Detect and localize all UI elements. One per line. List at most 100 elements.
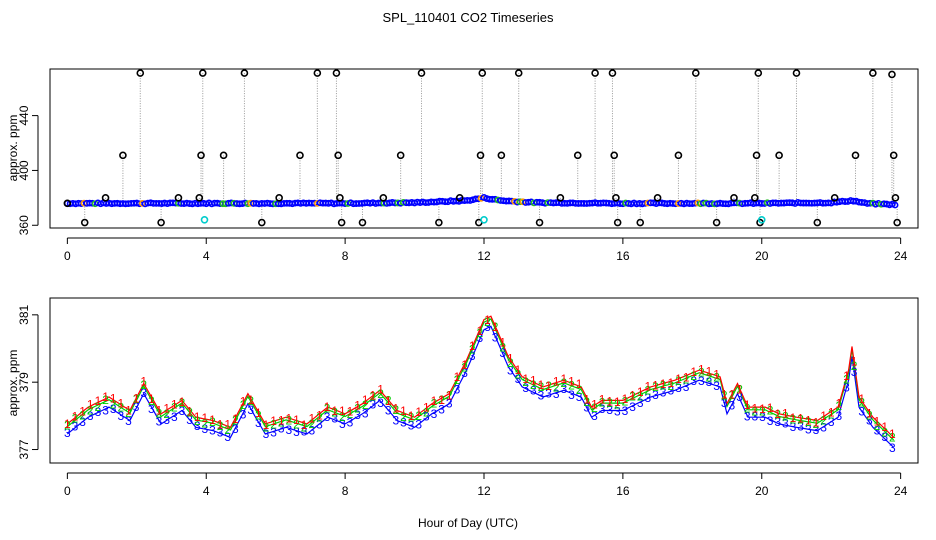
series-2-point: 2 — [301, 421, 308, 435]
series-1-point: 1 — [339, 404, 346, 418]
series-2-point: 2 — [889, 430, 896, 444]
series-1-point: 1 — [377, 383, 384, 397]
series-2-point: 2 — [370, 389, 377, 403]
series-1-point: 1 — [469, 339, 476, 353]
series-2-point: 2 — [454, 373, 461, 387]
series-3-point: 3 — [599, 402, 606, 416]
series-3-point: 3 — [751, 409, 758, 423]
raw-sample-point — [556, 194, 565, 202]
series-3-point: 3 — [446, 397, 453, 411]
series-3-point: 3 — [163, 413, 170, 427]
series-3-line — [67, 325, 895, 448]
series-2-point: 2 — [339, 410, 346, 424]
series-2-point: 2 — [545, 379, 552, 393]
series-1-point: 1 — [774, 407, 781, 421]
series-1-point: 1 — [148, 392, 155, 406]
series-2-point: 2 — [278, 415, 285, 429]
series-2-point: 2 — [828, 408, 835, 422]
raw-sample-point — [197, 151, 205, 160]
series-3-point: 3 — [324, 410, 331, 424]
series-1-point: 1 — [683, 371, 690, 385]
series-1-point: 1 — [675, 372, 682, 386]
series-1-point: 1 — [209, 413, 216, 427]
top-x-tick-label: 8 — [342, 249, 349, 263]
raw-sample-point — [889, 151, 898, 160]
series-1-point: 1 — [576, 377, 583, 391]
series-2-point: 2 — [316, 410, 323, 424]
series-2-point: 2 — [117, 400, 124, 414]
series-2-point: 2 — [461, 360, 468, 374]
series-3-point: 3 — [347, 416, 354, 430]
series-1-point: 1 — [64, 417, 71, 431]
series-3-point: 3 — [805, 423, 812, 437]
series-1-point: 1 — [706, 365, 713, 379]
series-1-point: 1 — [866, 407, 873, 421]
series-3-point: 3 — [843, 381, 850, 395]
raw-sample-point — [80, 218, 89, 227]
series-3-point: 3 — [79, 415, 86, 429]
series-2-point: 2 — [866, 408, 873, 422]
series-2-point: 2 — [232, 413, 239, 427]
series-1-point: 1 — [881, 420, 888, 434]
series-2-point: 2 — [438, 393, 445, 407]
series-1-point: 1 — [125, 404, 132, 418]
raw-sample-point — [636, 218, 645, 227]
series-1-point: 1 — [499, 336, 506, 350]
series-2-point: 2 — [423, 406, 430, 420]
series-2-point: 2 — [744, 402, 751, 416]
series-3-point: 3 — [660, 385, 667, 399]
raw-sample-point — [476, 151, 485, 160]
series-3-point: 3 — [156, 414, 163, 428]
series-1-point: 1 — [324, 400, 331, 414]
raw-sample-point — [136, 69, 145, 77]
top-y-axis-label: approx. ppm — [6, 115, 20, 182]
series-1-point: 1 — [492, 320, 499, 334]
series-1-point: 1 — [79, 404, 86, 418]
series-3-point: 3 — [224, 430, 231, 444]
top-y-tick-label: 400 — [17, 160, 31, 180]
series-3-point: 3 — [87, 409, 94, 423]
series-3-point: 3 — [553, 387, 560, 401]
bottom-x-tick-label: 16 — [616, 484, 630, 498]
x-axis-label: Hour of Day (UTC) — [418, 516, 518, 530]
raw-sample-point — [712, 218, 721, 227]
series-2-point: 2 — [247, 394, 254, 408]
series-2-point: 2 — [408, 411, 415, 425]
raw-sample-point — [535, 218, 544, 227]
series-1-point: 1 — [889, 427, 896, 441]
series-1-point: 1 — [316, 409, 323, 423]
series-3-point: 3 — [515, 372, 522, 386]
bottom-x-tick-label: 12 — [477, 484, 491, 498]
series-1-point: 1 — [698, 362, 705, 376]
series-2-point: 2 — [522, 375, 529, 389]
series-2-point: 2 — [652, 380, 659, 394]
raw-sample-point — [608, 69, 617, 77]
chart-title: SPL_110401 CO2 Timeseries — [382, 10, 554, 25]
series-2-point: 2 — [606, 396, 613, 410]
series-3-point: 3 — [385, 403, 392, 417]
top-x-tick-label: 4 — [203, 249, 210, 263]
series-1-point: 1 — [102, 390, 109, 404]
series-2-point: 2 — [713, 370, 720, 384]
series-1-point: 1 — [415, 405, 422, 419]
top-plot-frame — [49, 68, 919, 229]
series-2-point: 2 — [667, 379, 674, 393]
series-1-point: 1 — [813, 415, 820, 429]
raw-sample-point — [435, 218, 443, 227]
series-3-point: 3 — [117, 409, 124, 423]
series-3-point: 3 — [820, 421, 827, 435]
series-1-point: 1 — [156, 403, 163, 417]
raw-sample-point — [257, 218, 266, 227]
bottom-y-axis-label: approx. ppm — [6, 350, 20, 417]
series-3-point: 3 — [538, 388, 545, 402]
series-2-point: 2 — [568, 379, 575, 393]
series-2-point: 2 — [377, 387, 384, 401]
series-2-point: 2 — [690, 369, 697, 383]
series-1-point: 1 — [431, 394, 438, 408]
series-2-point: 2 — [790, 413, 797, 427]
series-1-point: 1 — [186, 405, 193, 419]
series-3-point: 3 — [835, 409, 842, 423]
series-3-point: 3 — [240, 408, 247, 422]
raw-sample-point — [478, 69, 487, 77]
